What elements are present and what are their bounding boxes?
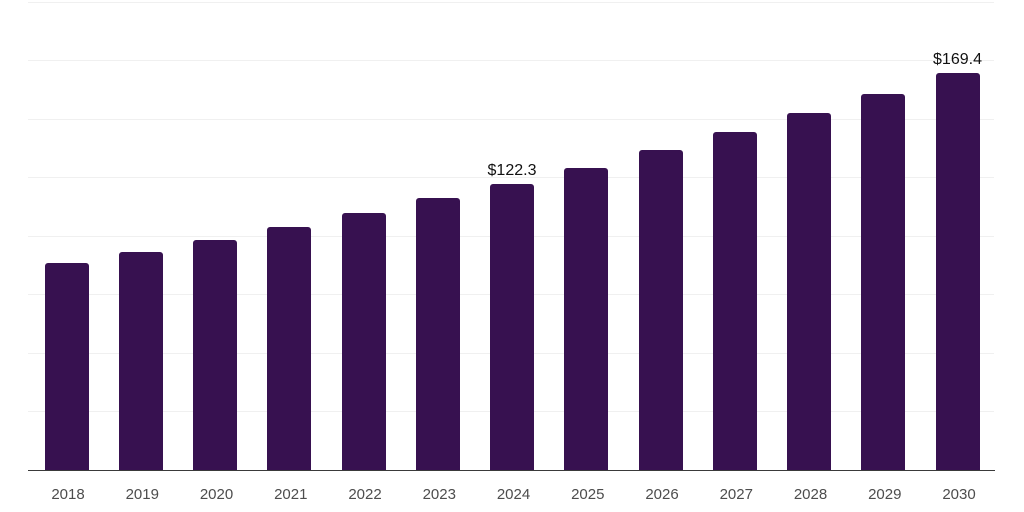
bar-2027 [712,131,757,470]
gridline-y-125 [28,177,994,179]
bar-2029 [861,94,906,470]
x-tick-2026: 2026 [645,486,679,503]
value-label-2030: $169.4 [933,50,982,68]
x-tick-2025: 2025 [571,486,605,503]
x-axis-line [28,469,995,471]
x-tick-2021: 2021 [274,486,308,503]
value-label-2024: $122.3 [487,161,537,179]
x-tick-2020: 2020 [199,486,234,503]
x-tick-2027: 2027 [719,486,753,503]
bar-2018 [44,263,89,470]
bar-2020 [193,239,237,470]
bar-2030 [935,73,980,470]
gridline-y-150 [28,118,994,120]
x-tick-2029: 2029 [868,486,902,503]
bar-2025 [564,167,609,470]
gridline-y-175 [28,60,994,62]
x-tick-2019: 2019 [125,486,159,503]
bar-2021 [267,226,312,470]
gridline-y-200 [28,1,994,3]
x-tick-2028: 2028 [793,486,828,503]
x-tick-2018: 2018 [51,486,85,503]
x-tick-2024: 2024 [496,486,531,503]
bar-2019 [118,252,163,470]
bar-2028 [787,113,831,470]
bar-2023 [415,197,460,470]
bar-2026 [638,150,683,470]
x-tick-2022: 2022 [348,486,382,503]
x-tick-2023: 2023 [422,486,456,503]
bar-2022 [341,212,386,470]
x-tick-2030: 2030 [942,486,976,503]
bar-2024 [490,183,534,470]
